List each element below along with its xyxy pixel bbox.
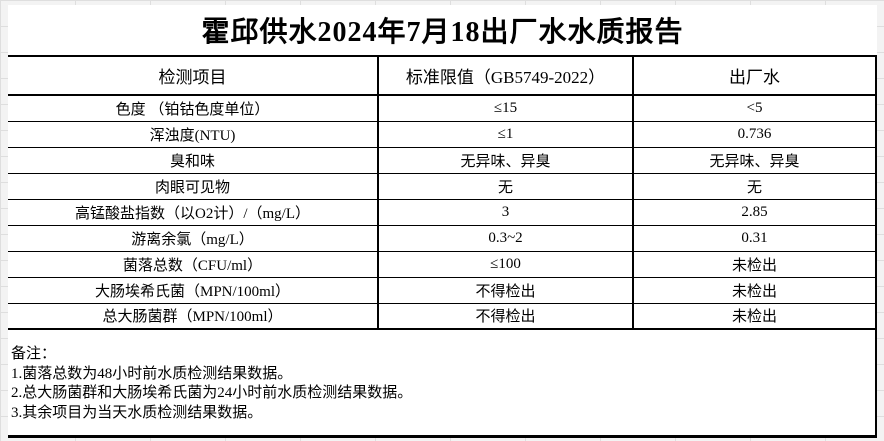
column-header-item: 检测项目: [8, 57, 379, 96]
note-line: 1.菌落总数为48小时前水质检测结果数据。: [11, 365, 293, 382]
table-header-row: 检测项目 标准限值（GB5749-2022） 出厂水: [8, 57, 875, 96]
cell-limit: 3: [378, 199, 634, 226]
cell-item: 浑浊度(NTU): [8, 121, 379, 148]
table-row: 总大肠菌群（MPN/100ml） 不得检出 未检出: [8, 303, 875, 330]
cell-item: 色度 （铂钴色度单位）: [8, 95, 379, 122]
cell-limit: 不得检出: [378, 277, 634, 304]
table-row: 肉眼可见物 无 无: [8, 173, 875, 200]
cell-value: 无异味、异臭: [633, 147, 875, 174]
table-row: 臭和味 无异味、异臭 无异味、异臭: [8, 147, 875, 174]
cell-item: 游离余氯（mg/L）: [8, 225, 379, 252]
cell-item: 肉眼可见物: [8, 173, 379, 200]
cell-value: 未检出: [633, 251, 875, 278]
cell-value: 未检出: [633, 277, 875, 304]
report-panel: 霍邱供水2024年7月18出厂水水质报告 检测项目 标准限值（GB5749-20…: [8, 5, 877, 438]
cell-limit: ≤1: [378, 121, 634, 148]
table-row: 色度 （铂钴色度单位） ≤15 <5: [8, 95, 875, 122]
cell-value: 无: [633, 173, 875, 200]
cell-value: 0.736: [633, 121, 875, 148]
cell-limit: ≤100: [378, 251, 634, 278]
cell-item: 菌落总数（CFU/ml）: [8, 251, 379, 278]
cell-value: 未检出: [633, 303, 875, 330]
table-row: 菌落总数（CFU/ml） ≤100 未检出: [8, 251, 875, 278]
water-quality-table: 检测项目 标准限值（GB5749-2022） 出厂水 色度 （铂钴色度单位） ≤…: [8, 57, 875, 330]
cell-item: 臭和味: [8, 147, 379, 174]
table-row: 游离余氯（mg/L） 0.3~2 0.31: [8, 225, 875, 252]
table-row: 高锰酸盐指数（以O2计）/（mg/L） 3 2.85: [8, 199, 875, 226]
cell-limit: 无: [378, 173, 634, 200]
column-header-limit: 标准限值（GB5749-2022）: [378, 57, 634, 96]
cell-item: 总大肠菌群（MPN/100ml）: [8, 303, 379, 330]
cell-limit: 0.3~2: [378, 225, 634, 252]
table-row: 大肠埃希氏菌（MPN/100ml） 不得检出 未检出: [8, 277, 875, 304]
note-line: 2.总大肠菌群和大肠埃希氏菌为24小时前水质检测结果数据。: [11, 385, 413, 401]
cell-limit: 无异味、异臭: [378, 147, 634, 174]
cell-value: 0.31: [633, 225, 875, 252]
column-header-value: 出厂水: [633, 57, 875, 96]
cell-item: 大肠埃希氏菌（MPN/100ml）: [8, 277, 379, 304]
page-title: 霍邱供水2024年7月18出厂水水质报告: [8, 5, 877, 57]
cell-value: <5: [633, 95, 875, 122]
cell-item: 高锰酸盐指数（以O2计）/（mg/L）: [8, 199, 379, 226]
cell-value: 2.85: [633, 199, 875, 226]
cell-limit: ≤15: [378, 95, 634, 122]
note-line: 3.其余项目为当天水质检测结果数据。: [11, 404, 263, 421]
table-row: 浑浊度(NTU) ≤1 0.736: [8, 121, 875, 148]
cell-limit: 不得检出: [378, 303, 634, 330]
notes-label: 备注：: [11, 346, 57, 362]
notes-section: 备注： 1.菌落总数为48小时前水质检测结果数据。 2.总大肠菌群和大肠埃希氏菌…: [8, 330, 875, 435]
report-body: 检测项目 标准限值（GB5749-2022） 出厂水 色度 （铂钴色度单位） ≤…: [8, 57, 877, 438]
